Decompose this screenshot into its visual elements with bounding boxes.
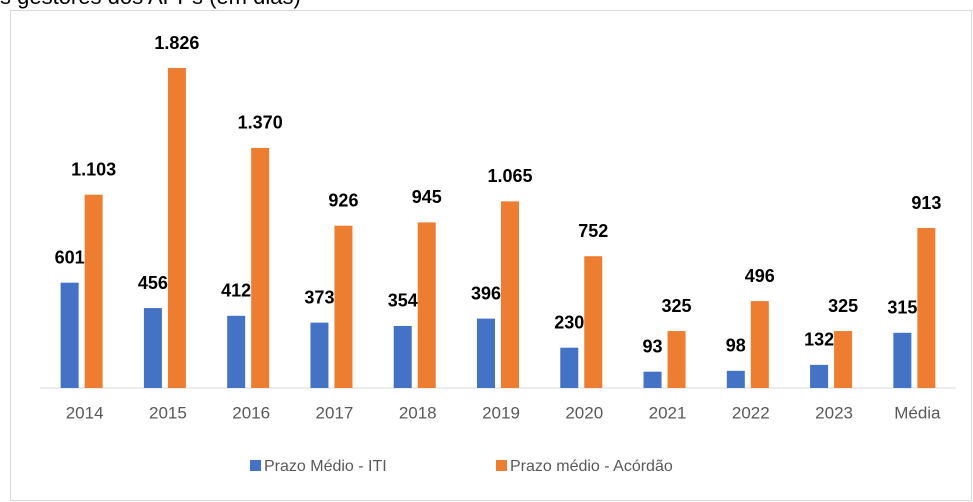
bar bbox=[417, 222, 436, 388]
legend-swatch bbox=[496, 460, 507, 471]
value-label: 601 bbox=[55, 247, 85, 267]
x-tick-label: Média bbox=[894, 403, 941, 422]
value-label: 945 bbox=[412, 187, 442, 207]
x-tick-label: 2020 bbox=[565, 403, 603, 422]
x-tick-label: 2019 bbox=[482, 403, 520, 422]
x-tick-label: 2017 bbox=[316, 403, 354, 422]
legend-label: Prazo Médio - ITI bbox=[264, 458, 387, 475]
x-tick-label: 2021 bbox=[649, 403, 687, 422]
value-label: 496 bbox=[745, 266, 775, 286]
value-label: 93 bbox=[643, 336, 663, 356]
legend-swatch bbox=[250, 460, 261, 471]
bar bbox=[917, 228, 936, 388]
bar bbox=[167, 68, 186, 388]
x-tick-label: 2023 bbox=[815, 403, 853, 422]
bar bbox=[393, 325, 412, 388]
x-tick-label: 2016 bbox=[232, 403, 270, 422]
bar bbox=[477, 318, 495, 388]
bar bbox=[501, 201, 519, 388]
value-label: 98 bbox=[726, 336, 746, 356]
value-label: 1.103 bbox=[71, 159, 116, 179]
bar bbox=[310, 322, 329, 388]
value-label: 132 bbox=[804, 330, 834, 350]
value-label: 926 bbox=[328, 190, 358, 210]
value-label: 1.826 bbox=[154, 33, 199, 53]
chart-title: s gestores dos APPs (em dias) bbox=[0, 0, 301, 9]
value-label: 752 bbox=[578, 221, 608, 241]
value-label: 1.370 bbox=[238, 113, 283, 133]
bar bbox=[667, 331, 686, 388]
bar bbox=[251, 147, 270, 388]
value-label: 325 bbox=[662, 296, 692, 316]
bar bbox=[334, 225, 353, 388]
value-label: 315 bbox=[887, 298, 917, 318]
bar bbox=[893, 332, 912, 388]
value-label: 325 bbox=[828, 296, 858, 316]
x-tick-label: 2018 bbox=[399, 403, 437, 422]
bar bbox=[143, 308, 162, 388]
x-tick-label: 2015 bbox=[149, 403, 187, 422]
bar bbox=[834, 331, 853, 388]
value-label: 230 bbox=[554, 312, 584, 332]
bar bbox=[726, 370, 745, 388]
value-label: 373 bbox=[304, 287, 334, 307]
value-label: 1.065 bbox=[487, 166, 532, 186]
bar bbox=[84, 194, 103, 388]
value-label: 456 bbox=[138, 273, 168, 293]
value-label: 396 bbox=[471, 283, 501, 303]
chart-border bbox=[10, 10, 972, 501]
bar bbox=[584, 256, 603, 388]
bar bbox=[810, 364, 829, 388]
bar bbox=[60, 282, 79, 388]
bar bbox=[227, 315, 246, 388]
value-label: 913 bbox=[911, 193, 941, 213]
x-tick-label: 2022 bbox=[732, 403, 770, 422]
value-label: 354 bbox=[388, 291, 418, 311]
bar bbox=[750, 301, 769, 388]
bar bbox=[560, 347, 579, 388]
legend-label: Prazo médio - Acórdão bbox=[510, 458, 673, 475]
x-tick-label: 2014 bbox=[66, 403, 104, 422]
value-label: 412 bbox=[221, 281, 251, 301]
bar bbox=[643, 371, 662, 388]
